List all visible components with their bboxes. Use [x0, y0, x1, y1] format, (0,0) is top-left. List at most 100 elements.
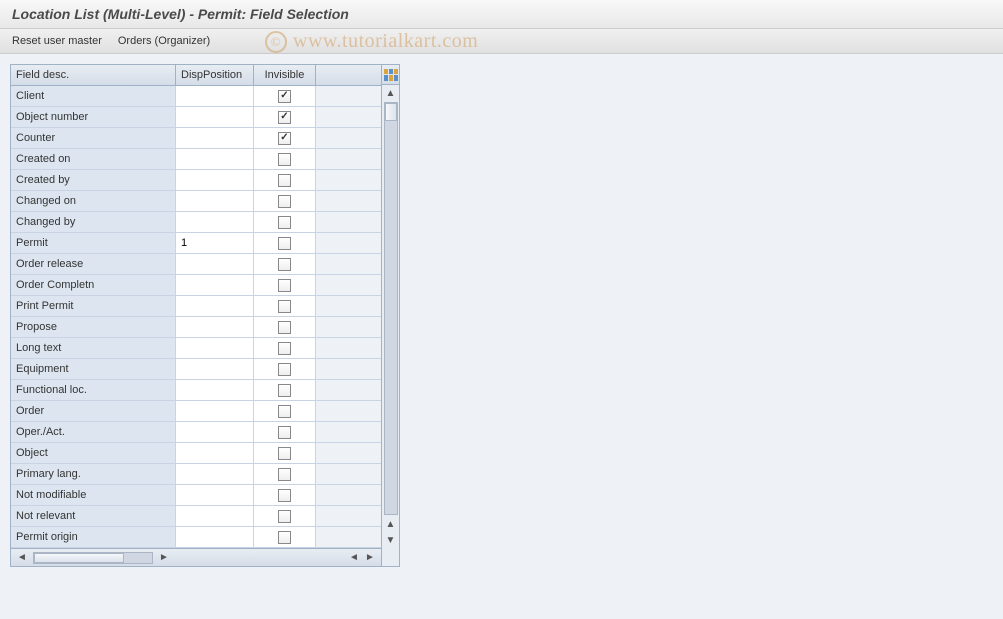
disp-position-cell[interactable]: [176, 191, 254, 211]
scroll-up-button[interactable]: ▲: [382, 85, 399, 101]
disp-position-cell[interactable]: [176, 317, 254, 337]
disp-position-cell[interactable]: [176, 422, 254, 442]
row-spacer: [316, 254, 381, 274]
field-desc-cell[interactable]: Permit: [11, 233, 176, 253]
disp-position-cell[interactable]: [176, 527, 254, 547]
table-row: Object number: [11, 107, 381, 128]
invisible-checkbox[interactable]: [278, 279, 291, 292]
disp-position-cell[interactable]: [176, 254, 254, 274]
invisible-checkbox[interactable]: [278, 384, 291, 397]
row-spacer: [316, 191, 381, 211]
field-desc-cell[interactable]: Created by: [11, 170, 176, 190]
table-row: Equipment: [11, 359, 381, 380]
invisible-cell: [254, 527, 316, 547]
invisible-checkbox[interactable]: [278, 426, 291, 439]
field-desc-cell[interactable]: Long text: [11, 338, 176, 358]
table-config-button[interactable]: [382, 65, 399, 85]
invisible-checkbox[interactable]: [278, 111, 291, 124]
scroll-down-button[interactable]: ▼: [382, 532, 399, 548]
field-desc-cell[interactable]: Propose: [11, 317, 176, 337]
scroll-right-button[interactable]: ►: [157, 551, 171, 565]
h-scroll-thumb[interactable]: [34, 553, 124, 563]
disp-position-cell[interactable]: [176, 107, 254, 127]
invisible-checkbox[interactable]: [278, 258, 291, 271]
disp-position-cell[interactable]: [176, 86, 254, 106]
table-config-icon: [384, 69, 398, 81]
disp-position-cell[interactable]: [176, 149, 254, 169]
table-row: Long text: [11, 338, 381, 359]
invisible-cell: [254, 380, 316, 400]
row-spacer: [316, 485, 381, 505]
field-desc-cell[interactable]: Counter: [11, 128, 176, 148]
field-desc-cell[interactable]: Primary lang.: [11, 464, 176, 484]
invisible-checkbox[interactable]: [278, 489, 291, 502]
invisible-checkbox[interactable]: [278, 174, 291, 187]
invisible-checkbox[interactable]: [278, 363, 291, 376]
disp-position-cell[interactable]: [176, 296, 254, 316]
disp-position-cell[interactable]: [176, 338, 254, 358]
row-spacer: [316, 359, 381, 379]
row-spacer: [316, 212, 381, 232]
invisible-checkbox[interactable]: [278, 342, 291, 355]
invisible-checkbox[interactable]: [278, 216, 291, 229]
disp-position-cell[interactable]: [176, 170, 254, 190]
disp-position-cell[interactable]: [176, 443, 254, 463]
column-header-disp-position[interactable]: DispPosition: [176, 65, 254, 85]
field-desc-cell[interactable]: Changed on: [11, 191, 176, 211]
field-desc-cell[interactable]: Object number: [11, 107, 176, 127]
field-desc-cell[interactable]: Order release: [11, 254, 176, 274]
disp-position-cell[interactable]: [176, 275, 254, 295]
field-desc-cell[interactable]: Equipment: [11, 359, 176, 379]
invisible-checkbox[interactable]: [278, 195, 291, 208]
disp-position-cell[interactable]: [176, 128, 254, 148]
disp-position-cell[interactable]: [176, 401, 254, 421]
h-scroll-track[interactable]: [33, 552, 153, 564]
invisible-checkbox[interactable]: [278, 153, 291, 166]
field-desc-cell[interactable]: Not modifiable: [11, 485, 176, 505]
invisible-checkbox[interactable]: [278, 531, 291, 544]
invisible-checkbox[interactable]: [278, 300, 291, 313]
scroll-left-button[interactable]: ◄: [15, 551, 29, 565]
invisible-checkbox[interactable]: [278, 237, 291, 250]
field-desc-cell[interactable]: Changed by: [11, 212, 176, 232]
disp-position-cell[interactable]: 1: [176, 233, 254, 253]
scroll-up-end-button[interactable]: ▲: [382, 516, 399, 532]
disp-position-cell[interactable]: [176, 506, 254, 526]
v-scroll-thumb[interactable]: [385, 103, 397, 121]
disp-position-cell[interactable]: [176, 380, 254, 400]
reset-user-master-button[interactable]: Reset user master: [12, 35, 102, 47]
invisible-checkbox[interactable]: [278, 510, 291, 523]
disp-position-cell[interactable]: [176, 464, 254, 484]
row-spacer: [316, 527, 381, 547]
field-desc-cell[interactable]: Not relevant: [11, 506, 176, 526]
field-desc-cell[interactable]: Permit origin: [11, 527, 176, 547]
field-desc-cell[interactable]: Order: [11, 401, 176, 421]
table-row: Permit1: [11, 233, 381, 254]
invisible-cell: [254, 191, 316, 211]
invisible-checkbox[interactable]: [278, 321, 291, 334]
v-scroll-track[interactable]: [384, 102, 398, 515]
scroll-right-end-button[interactable]: ►: [363, 551, 377, 565]
field-desc-cell[interactable]: Object: [11, 443, 176, 463]
scroll-left-end-button[interactable]: ◄: [347, 551, 361, 565]
invisible-cell: [254, 212, 316, 232]
invisible-checkbox[interactable]: [278, 447, 291, 460]
field-desc-cell[interactable]: Client: [11, 86, 176, 106]
toolbar: Reset user master Orders (Organizer): [0, 29, 1003, 54]
column-header-invisible[interactable]: Invisible: [254, 65, 316, 85]
invisible-checkbox[interactable]: [278, 468, 291, 481]
column-header-field-desc[interactable]: Field desc.: [11, 65, 176, 85]
field-desc-cell[interactable]: Order Completn: [11, 275, 176, 295]
field-desc-cell[interactable]: Print Permit: [11, 296, 176, 316]
row-spacer: [316, 275, 381, 295]
orders-organizer-button[interactable]: Orders (Organizer): [118, 35, 210, 47]
field-desc-cell[interactable]: Functional loc.: [11, 380, 176, 400]
disp-position-cell[interactable]: [176, 212, 254, 232]
invisible-checkbox[interactable]: [278, 405, 291, 418]
invisible-checkbox[interactable]: [278, 90, 291, 103]
disp-position-cell[interactable]: [176, 485, 254, 505]
field-desc-cell[interactable]: Oper./Act.: [11, 422, 176, 442]
disp-position-cell[interactable]: [176, 359, 254, 379]
invisible-checkbox[interactable]: [278, 132, 291, 145]
field-desc-cell[interactable]: Created on: [11, 149, 176, 169]
